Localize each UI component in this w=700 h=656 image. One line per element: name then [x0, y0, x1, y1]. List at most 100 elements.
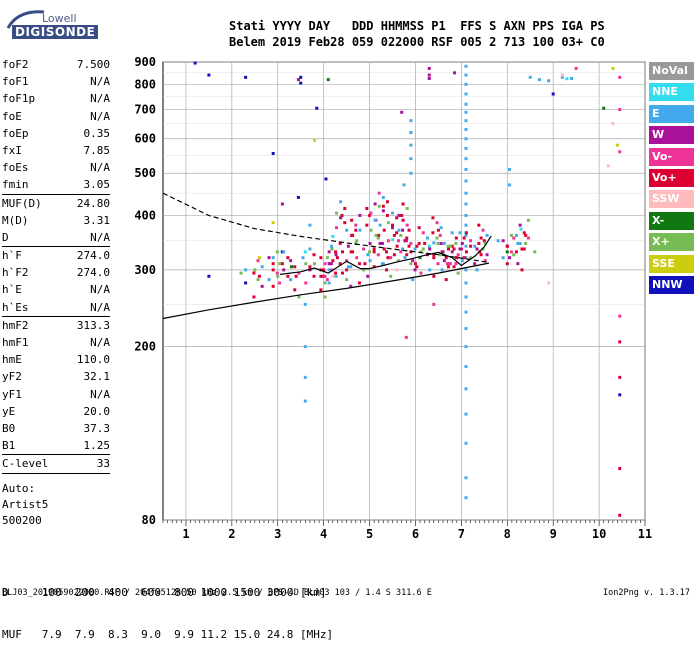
echo-point — [405, 223, 409, 227]
echo-point — [271, 268, 275, 272]
echo-point — [239, 271, 243, 275]
echo-point — [425, 236, 429, 240]
echo-point — [509, 250, 513, 254]
echo-point — [438, 233, 442, 237]
echo-point — [399, 250, 403, 254]
echo-point — [475, 268, 479, 272]
echo-point — [244, 75, 248, 79]
echo-point — [340, 271, 344, 275]
param-name: foEs — [2, 161, 29, 175]
param-row: yE 20.0 — [2, 403, 110, 420]
echo-point — [372, 250, 376, 254]
echo-point — [405, 253, 409, 257]
muf-table: D 100 200 400 600 800 1000 1500 3000 [km… — [2, 558, 333, 656]
param-name: yF2 — [2, 370, 22, 384]
echo-point — [293, 265, 297, 269]
echo-point — [331, 234, 335, 238]
echo-point — [271, 256, 275, 260]
echo-point — [413, 268, 417, 272]
echo-point — [378, 241, 382, 245]
echo-point — [338, 262, 342, 266]
param-value: 37.3 — [83, 421, 111, 435]
echo-point — [296, 78, 300, 82]
y-tick-label: 400 — [134, 208, 156, 222]
echo-point — [450, 244, 454, 248]
echo-point — [338, 241, 342, 245]
echo-point — [381, 209, 385, 213]
legend-item: NoVal — [649, 62, 694, 80]
param-row: h`F 274.0 — [2, 247, 110, 264]
echo-point — [427, 76, 431, 80]
echo-point — [464, 256, 468, 260]
echo-point — [366, 274, 370, 278]
echo-point — [327, 250, 331, 254]
echo-point — [456, 271, 460, 275]
echo-point — [431, 216, 435, 220]
echo-point — [357, 281, 361, 285]
echo-point — [464, 157, 468, 161]
echo-point — [464, 295, 468, 299]
echo-point — [409, 119, 413, 123]
echo-point — [512, 236, 516, 240]
echo-point — [403, 256, 407, 260]
param-name: MUF(D) — [2, 196, 42, 210]
echo-point — [618, 108, 622, 112]
y-tick-label: 80 — [142, 513, 156, 527]
echo-point — [299, 81, 303, 85]
param-value: 313.3 — [76, 318, 110, 332]
param-value: 7.85 — [83, 143, 111, 157]
echo-point — [327, 281, 331, 285]
echo-point — [369, 228, 373, 232]
echo-point — [464, 365, 468, 369]
echo-point — [460, 241, 464, 245]
echo-point — [479, 253, 483, 257]
echo-point — [440, 268, 444, 272]
echo-point — [324, 177, 328, 181]
echo-point — [346, 265, 350, 269]
param-name: B1 — [2, 439, 16, 453]
echo-point — [415, 244, 419, 248]
echo-point — [462, 256, 466, 260]
echo-point — [464, 82, 468, 86]
param-value: N/A — [90, 283, 110, 297]
echo-point — [432, 241, 436, 245]
echo-point — [524, 233, 528, 237]
echo-point — [551, 92, 555, 96]
echo-point — [464, 310, 468, 314]
param-name: fmin — [2, 178, 29, 192]
echo-point — [519, 227, 523, 231]
echo-point — [358, 228, 362, 232]
param-value: 274.0 — [76, 249, 110, 263]
echo-point — [391, 211, 395, 215]
digisonde-logo: Lowell DIGISONDE — [2, 2, 99, 46]
param-row: h`Es N/A — [2, 299, 110, 316]
echo-point — [374, 233, 378, 237]
echo-point — [505, 244, 509, 248]
echo-point — [464, 119, 468, 123]
echo-point — [260, 284, 264, 288]
echo-point — [319, 256, 323, 260]
echo-point — [442, 259, 446, 263]
param-value: N/A — [90, 92, 110, 106]
echo-point — [282, 250, 286, 254]
trace-curve — [162, 262, 490, 320]
echo-point — [464, 233, 468, 237]
echo-point — [399, 233, 403, 237]
echo-point — [382, 228, 386, 232]
echo-point — [432, 302, 436, 306]
echo-point — [354, 228, 358, 232]
echo-point — [452, 247, 456, 251]
x-tick-label: 8 — [504, 527, 511, 541]
echo-point — [401, 228, 405, 232]
echo-point — [378, 223, 382, 227]
echo-point — [417, 241, 421, 245]
param-value: N/A — [90, 300, 110, 314]
legend-item: X- — [649, 211, 694, 230]
echo-point — [312, 138, 316, 142]
param-separator — [2, 246, 110, 248]
echo-point — [516, 262, 520, 266]
echo-point — [376, 236, 380, 240]
echo-point — [432, 256, 436, 260]
echo-point — [330, 268, 334, 272]
legend-item: W — [649, 126, 694, 145]
